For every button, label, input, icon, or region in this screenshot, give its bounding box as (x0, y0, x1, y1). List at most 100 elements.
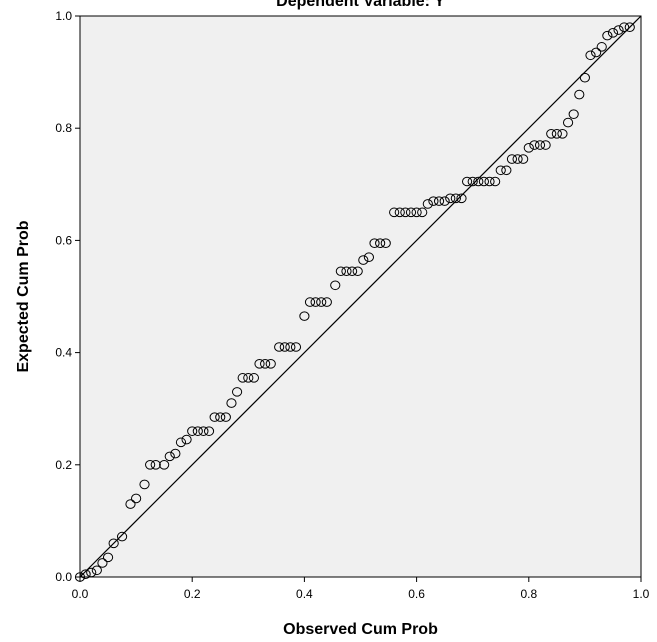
data-point (501, 165, 512, 176)
data-point (411, 207, 422, 218)
data-point (220, 412, 231, 422)
data-point (461, 176, 473, 187)
data-point (607, 28, 619, 38)
data-point (512, 154, 523, 164)
data-point (596, 42, 607, 52)
data-point (80, 569, 91, 579)
data-point (619, 22, 630, 33)
data-point (467, 176, 478, 187)
data-point (116, 531, 128, 542)
data-point (518, 154, 529, 164)
data-point (557, 129, 568, 139)
data-point (439, 196, 450, 206)
data-point (591, 47, 602, 58)
data-point (310, 297, 321, 307)
data-point (450, 193, 461, 204)
data-point (170, 448, 181, 459)
data-point (102, 552, 114, 563)
data-point (352, 266, 363, 277)
data-point (523, 143, 534, 153)
x-axis-title: Observed Cum Prob (283, 621, 438, 638)
data-point (495, 165, 506, 176)
data-point (529, 140, 540, 150)
data-point (209, 412, 220, 422)
data-point (562, 117, 574, 128)
data-point (551, 129, 562, 139)
data-point (91, 565, 102, 576)
data-point (335, 266, 346, 277)
data-point (341, 266, 352, 277)
data-point (456, 193, 467, 204)
data-point (540, 140, 551, 150)
data-point (237, 373, 248, 383)
y-axis-title: Expected Cum Prob (15, 220, 32, 372)
data-point (248, 373, 260, 383)
chart-title: Dependent Variable: Y (276, 0, 445, 10)
data-point (290, 342, 302, 352)
data-point (380, 238, 391, 249)
data-point (198, 426, 209, 436)
data-point (534, 140, 546, 150)
data-point (86, 567, 97, 578)
data-point (602, 30, 613, 41)
data-point (358, 255, 369, 265)
data-point (478, 176, 490, 187)
data-point (624, 22, 635, 33)
data-point (187, 426, 198, 436)
x-tick-label: 0.2 (184, 587, 201, 601)
data-point (131, 493, 142, 504)
data-point (254, 359, 265, 369)
data-point (568, 109, 579, 119)
data-point (422, 199, 433, 209)
data-point (97, 558, 108, 568)
data-point (506, 154, 518, 164)
data-point (330, 280, 341, 291)
data-point (145, 460, 156, 470)
x-tick-label: 0.0 (72, 587, 89, 601)
data-point (274, 342, 285, 352)
data-point (175, 437, 187, 448)
data-point (490, 176, 501, 187)
data-point (585, 50, 596, 61)
data-point (139, 479, 150, 490)
data-point (400, 207, 411, 218)
data-point (363, 252, 375, 263)
data-point (346, 266, 358, 277)
data-point (226, 398, 237, 408)
data-point (279, 342, 290, 352)
data-point (445, 193, 456, 204)
data-point (285, 342, 296, 352)
data-point (394, 207, 405, 218)
y-tick-label: 1.0 (55, 9, 72, 23)
data-point (231, 387, 243, 397)
data-point (417, 207, 428, 218)
x-tick-label: 0.4 (296, 587, 313, 601)
y-tick-label: 0.6 (55, 233, 72, 247)
data-point (428, 196, 439, 206)
data-point (260, 359, 271, 369)
data-point (243, 373, 254, 383)
data-point (613, 25, 624, 35)
y-tick-label: 0.2 (55, 458, 72, 472)
data-point (108, 538, 119, 549)
data-point (405, 207, 417, 218)
data-point (316, 297, 327, 307)
data-point (215, 412, 226, 422)
reference-line (79, 15, 642, 578)
data-point (192, 426, 203, 436)
data-point (299, 311, 310, 321)
data-point (579, 72, 591, 83)
data-point (321, 297, 332, 307)
data-point (164, 451, 175, 462)
data-point (389, 207, 400, 218)
data-point (433, 196, 445, 206)
y-tick-label: 0.8 (55, 121, 72, 135)
data-point (265, 359, 276, 369)
data-point (203, 426, 215, 436)
data-point (304, 297, 316, 307)
x-tick-label: 0.8 (520, 587, 537, 601)
data-point (574, 89, 585, 100)
data-point (546, 129, 557, 139)
y-tick-label: 0.4 (55, 346, 72, 360)
